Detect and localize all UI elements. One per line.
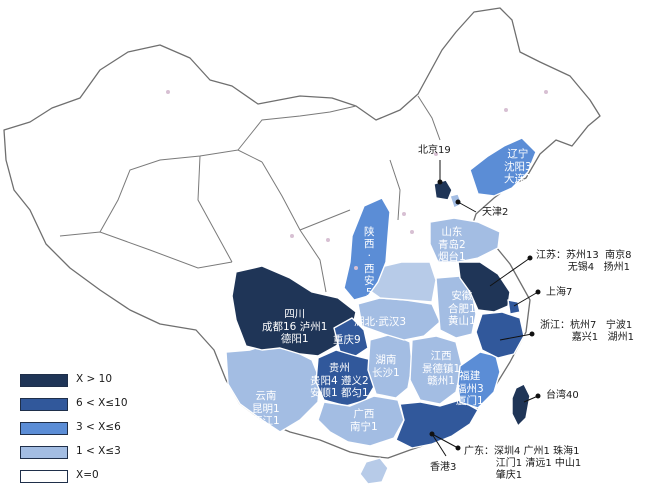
- province-shanghai: [507, 299, 521, 315]
- province-jiangsu: [457, 261, 511, 313]
- province-guizhou: [315, 349, 379, 407]
- province-taiwan: [511, 383, 531, 427]
- province-shaanxi: [343, 197, 391, 301]
- province-borders: [59, 95, 441, 293]
- province-liaoning: [469, 137, 537, 197]
- legend-swatch: [20, 422, 68, 435]
- leader-lines: [429, 160, 541, 457]
- legend-swatch: [20, 374, 68, 387]
- label-zhejiang: 浙江：杭州7 宁波1 嘉兴1 湖州1: [540, 320, 635, 343]
- label-hubei: 湖北·武汉3: [354, 316, 407, 328]
- province-guangxi: [317, 395, 405, 447]
- label-yunnan: 云南 昆明1 丽江1: [252, 390, 280, 427]
- label-chongqing: 重庆9: [333, 334, 361, 346]
- label-jiangsu: 江苏：苏州13 南京8 无锡4 扬州1: [536, 250, 632, 273]
- label-guangxi: 广西 南宁1: [350, 408, 378, 433]
- province-beijing: [433, 179, 453, 201]
- label-guizhou: 贵州 贵阳4 遵义2 安顺1 都匀1: [310, 362, 369, 399]
- legend-label: 6 < X≤10: [76, 397, 128, 409]
- province-jiangxi: [409, 335, 463, 405]
- legend-swatch: [20, 446, 68, 459]
- label-beijing: 北京19: [418, 145, 451, 156]
- legend-label: 3 < X≤6: [76, 421, 121, 433]
- province-sichuan: [231, 265, 357, 357]
- label-shaanxi: 陕 西 · 西 安 5: [364, 226, 375, 300]
- label-anhui: 安徽 合肥1 黄山1: [448, 290, 476, 327]
- province-fills: [225, 137, 537, 485]
- label-liaoning: 辽宁 沈阳3 大连1: [504, 148, 532, 185]
- province-zhejiang: [475, 311, 525, 359]
- city-dots: [166, 90, 548, 270]
- province-fujian: [457, 351, 501, 409]
- label-shandong: 山东 青岛2 烟台1: [438, 226, 466, 263]
- province-shandong: [429, 217, 501, 263]
- legend-label: 1 < X≤3: [76, 445, 121, 457]
- label-sichuan: 四川 成都16 泸州1 德阳1: [262, 308, 328, 345]
- label-fujian: 福建 福州3 厦门1: [456, 370, 484, 407]
- province-hainan: [359, 457, 389, 485]
- label-guangdong: 广东：深圳4 广州1 珠海1 江门1 清远1 中山1 肇庆1: [464, 446, 582, 481]
- label-tianjin: 天津2: [482, 207, 509, 218]
- label-hunan: 湖南 长沙1: [372, 354, 400, 379]
- label-taiwan: 台湾40: [546, 390, 579, 401]
- label-shanghai: 上海7: [546, 287, 573, 298]
- legend-label: X > 10: [76, 373, 113, 385]
- label-jiangxi: 江西 景德镇1 赣州1: [422, 350, 461, 387]
- label-hongkong: 香港3: [430, 462, 457, 473]
- legend-label: X=0: [76, 469, 99, 481]
- province-guangdong: [395, 399, 479, 449]
- legend-swatch: [20, 470, 68, 483]
- legend-swatch: [20, 398, 68, 411]
